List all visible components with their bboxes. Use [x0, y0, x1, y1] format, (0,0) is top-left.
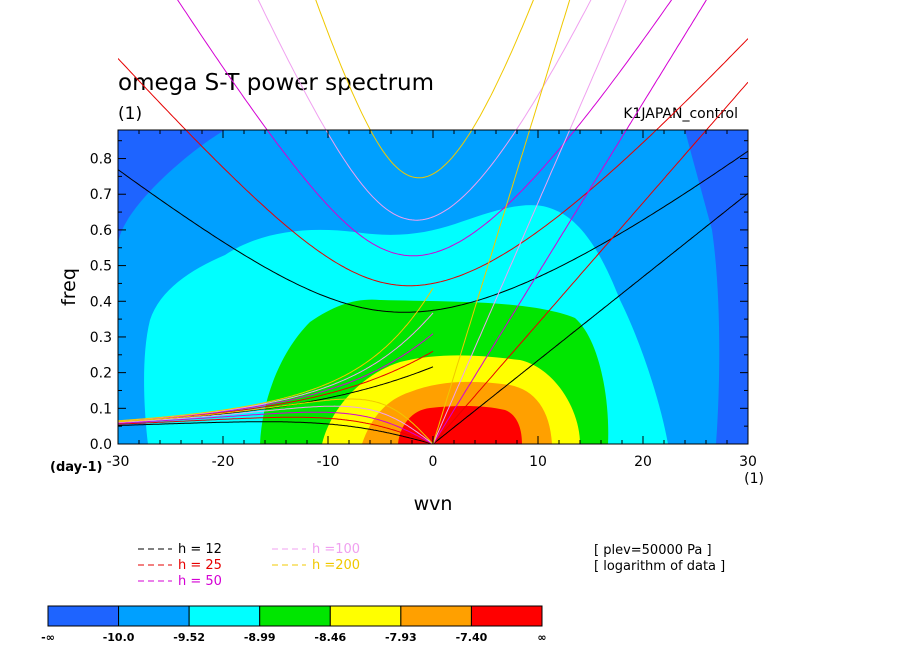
dispersion-curve-ig — [177, 0, 673, 257]
note-log: [ logarithm of data ] — [594, 559, 725, 574]
colorbar-label: -7.93 — [385, 631, 417, 644]
dispersion-curve-ig — [315, 0, 534, 179]
x-axis-label: wvn — [414, 493, 453, 515]
x-tick-label: -20 — [212, 454, 235, 470]
colorbar-label: -8.99 — [244, 631, 276, 644]
colorbar-label: -10.0 — [103, 631, 135, 644]
colorbar-swatch — [259, 605, 331, 627]
legend-label: h = 50 — [178, 574, 222, 589]
dispersion-curve-ig — [118, 150, 748, 313]
plot-area — [118, 130, 748, 444]
colorbar-label: -7.40 — [456, 631, 488, 644]
axes: -30 -20 -10 0 10 20 30 0.0 0.1 0.2 0.3 0.4 0.5 0.6 0.7… — [90, 130, 757, 470]
dispersion-curves — [118, 0, 748, 444]
note-plev: [ plev=50000 Pa ] — [594, 543, 712, 558]
colorbar: -∞ -10.0 -9.52 -8.99 -8.46 -7.93 -7.40 ∞ — [41, 605, 547, 644]
y-tick-label: 0.4 — [90, 294, 112, 310]
chart-subtitle: (1) — [118, 104, 142, 124]
colorbar-label: -8.46 — [314, 631, 346, 644]
legend-label: h =200 — [312, 558, 360, 573]
x-tick-label: 20 — [634, 454, 652, 470]
dispersion-curve-ig — [257, 0, 592, 221]
colorbar-swatch — [470, 605, 543, 627]
dispersion-curve-kelvin — [432, 0, 627, 444]
y-tick-label: 0.2 — [90, 366, 112, 382]
colorbar-label: -9.52 — [173, 631, 205, 644]
dispersion-curve-er — [118, 405, 434, 444]
x-tick-label: 30 — [739, 454, 757, 470]
legend-label: h = 25 — [178, 558, 222, 573]
legend-label: h =100 — [312, 542, 360, 557]
y-tick-label: 0.6 — [90, 223, 112, 239]
y-unit-label: (day-1) — [50, 460, 102, 475]
run-label: K1JAPAN_control — [623, 106, 738, 122]
dispersion-curve-er — [118, 416, 434, 444]
y-tick-label: 0.8 — [90, 152, 112, 168]
x-tick-label: -30 — [107, 454, 130, 470]
dispersion-curve-kelvin — [432, 81, 748, 444]
x-tick-label: 10 — [529, 454, 547, 470]
dispersion-curve-er — [118, 411, 434, 444]
colorbar-swatch — [400, 605, 472, 627]
dispersion-curve-er — [118, 398, 434, 444]
x-tick-label: -10 — [317, 454, 340, 470]
colorbar-swatch — [118, 605, 190, 627]
dispersion-curve-er — [118, 421, 434, 444]
y-axis-label: freq — [58, 268, 80, 306]
colorbar-swatch — [329, 605, 402, 627]
dispersion-curve-kelvin — [432, 192, 748, 444]
colorbar-swatch — [188, 605, 261, 627]
x-unit-label: (1) — [744, 471, 764, 487]
y-tick-label: 0.7 — [90, 187, 112, 203]
legend-label: h = 12 — [178, 542, 222, 557]
dispersion-curve-kelvin — [432, 0, 571, 444]
dispersion-curve-mrg — [118, 287, 434, 422]
y-tick-label: 0.5 — [90, 259, 112, 275]
chart-title: omega S-T power spectrum — [118, 70, 434, 96]
y-tick-label: 0.3 — [90, 330, 112, 346]
y-tick-label: 0.1 — [90, 401, 112, 417]
colorbar-label: -∞ — [41, 631, 55, 644]
colorbar-swatch — [47, 605, 120, 627]
colorbar-label: ∞ — [537, 631, 546, 644]
dispersion-curve-kelvin — [432, 0, 707, 444]
x-tick-label: 0 — [429, 454, 438, 470]
y-tick-label: 0.0 — [90, 437, 112, 453]
dispersion-curve-ig — [118, 38, 748, 287]
contour-fill-minus7-40 — [398, 405, 522, 444]
